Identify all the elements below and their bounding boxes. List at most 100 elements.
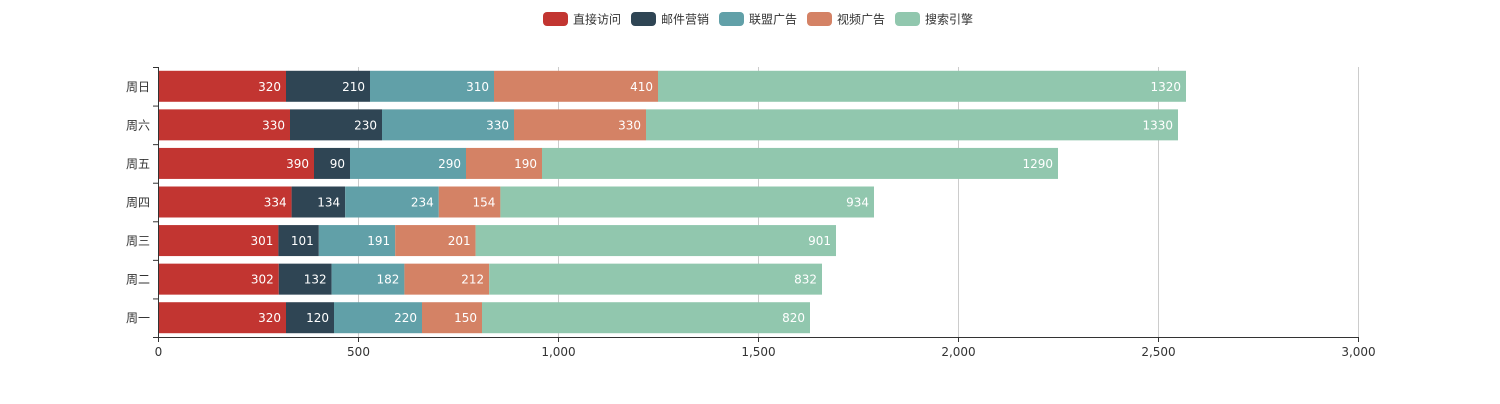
bar-segment <box>278 263 332 295</box>
y-tick-label: 周二 <box>126 273 150 287</box>
bar-segment <box>482 302 810 334</box>
legend-swatch <box>807 12 832 26</box>
bar-segment <box>318 225 396 257</box>
bar-segment <box>314 147 350 179</box>
data-label: 230 <box>354 118 377 132</box>
bar-segment <box>345 186 439 218</box>
data-label: 190 <box>514 157 537 171</box>
bar-segment <box>500 186 874 218</box>
legend-swatch <box>895 12 920 26</box>
data-label: 302 <box>251 273 274 287</box>
x-tick-label: 3,000 <box>1341 345 1375 359</box>
x-tick-label: 2,000 <box>941 345 975 359</box>
data-label: 1320 <box>1150 80 1181 94</box>
y-tick-label: 周六 <box>126 118 150 132</box>
data-label: 832 <box>794 273 817 287</box>
y-tick-label: 周日 <box>126 80 150 94</box>
legend-label: 搜索引擎 <box>925 12 973 27</box>
bar-segment <box>395 225 476 257</box>
legend-item[interactable]: 视频广告 <box>807 12 885 27</box>
bar-segment <box>158 302 286 334</box>
data-label: 101 <box>291 234 314 248</box>
legend-label: 邮件营销 <box>661 13 709 27</box>
data-label: 901 <box>808 234 831 248</box>
data-label: 410 <box>630 80 653 94</box>
data-label: 330 <box>618 118 641 132</box>
data-label: 220 <box>394 311 417 325</box>
bar-segment <box>158 147 314 179</box>
x-tick-label: 1,500 <box>741 345 775 359</box>
bar-segment <box>370 70 494 102</box>
data-label: 150 <box>454 311 477 325</box>
data-label: 90 <box>330 157 345 171</box>
data-label: 210 <box>342 80 365 94</box>
bar-segment <box>286 302 334 334</box>
data-label: 934 <box>846 196 869 210</box>
bar-segment <box>158 186 292 218</box>
bar-segment <box>331 263 405 295</box>
bar-segment <box>489 263 822 295</box>
legend-label: 视频广告 <box>837 12 885 27</box>
data-label: 1290 <box>1022 157 1053 171</box>
data-label: 120 <box>306 311 329 325</box>
data-label: 301 <box>250 234 273 248</box>
bar-segment <box>658 70 1186 102</box>
bar-segment <box>382 109 514 141</box>
bar-segment <box>475 225 836 257</box>
x-tick-label: 0 <box>155 345 163 359</box>
x-tick-label: 500 <box>347 345 370 359</box>
legend-item[interactable]: 邮件营销 <box>631 12 709 27</box>
axes-layer: 0 500 1,000 1,500 2,000 2,500 3,000 周一 周二 周三 周四 周五 周… <box>126 67 1376 359</box>
data-label: 310 <box>466 80 489 94</box>
legend-item[interactable]: 联盟广告 <box>719 12 797 27</box>
bar-segment <box>514 109 646 141</box>
legend-item[interactable]: 搜索引擎 <box>895 12 973 27</box>
legend-swatch <box>631 12 656 26</box>
data-label: 330 <box>262 118 285 132</box>
bar-segment <box>494 70 658 102</box>
x-tick-label: 1,000 <box>541 345 575 359</box>
legend-swatch <box>719 12 744 26</box>
bar-segment <box>422 302 482 334</box>
y-tick-label: 周五 <box>126 157 150 171</box>
legend-item[interactable]: 直接访问 <box>543 12 621 27</box>
y-tick-label: 周三 <box>126 234 150 248</box>
bar-segment <box>350 147 466 179</box>
data-label: 320 <box>258 311 281 325</box>
legend-swatch <box>543 12 568 26</box>
data-label: 154 <box>472 196 495 210</box>
data-label: 390 <box>286 157 309 171</box>
bar-segment <box>438 186 501 218</box>
bar-segment <box>334 302 422 334</box>
bar-segment <box>291 186 346 218</box>
data-label: 182 <box>376 273 399 287</box>
legend[interactable]: 直接访问 邮件营销 联盟广告 视频广告 搜索引擎 <box>543 12 973 27</box>
bar-segment <box>158 225 279 257</box>
bars-layer <box>158 70 1186 334</box>
bar-segment <box>278 225 319 257</box>
y-tick-label: 周一 <box>126 311 150 325</box>
bar-segment <box>466 147 542 179</box>
data-label: 290 <box>438 157 461 171</box>
data-label: 212 <box>461 273 484 287</box>
bar-segment <box>158 70 286 102</box>
bar-segment <box>158 263 279 295</box>
data-label: 134 <box>317 196 340 210</box>
data-label: 320 <box>258 80 281 94</box>
bar-segment <box>286 70 370 102</box>
data-label: 132 <box>304 273 327 287</box>
data-label: 334 <box>264 196 287 210</box>
data-label: 201 <box>448 234 471 248</box>
data-labels-layer: 320 120 220 150 820 302 132 182 212 832 301 101 191 2… <box>250 80 1181 325</box>
data-label: 191 <box>367 234 390 248</box>
bar-segment <box>158 109 290 141</box>
y-tick-label: 周四 <box>126 196 150 210</box>
bar-segment <box>646 109 1178 141</box>
legend-label: 直接访问 <box>573 12 621 27</box>
data-label: 234 <box>411 196 434 210</box>
bar-segment <box>542 147 1058 179</box>
x-tick-label: 2,500 <box>1141 345 1175 359</box>
data-label: 1330 <box>1142 118 1173 132</box>
